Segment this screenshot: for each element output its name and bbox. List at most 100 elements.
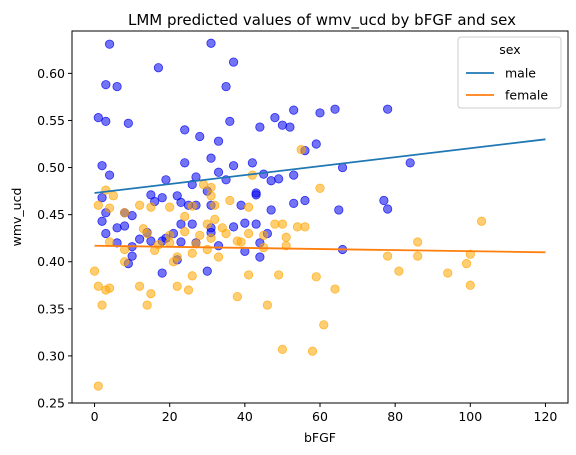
male-point-6 (221, 81, 231, 92)
male-point-13 (213, 136, 224, 146)
male-point-71 (228, 222, 239, 232)
female-trend-line (94, 244, 546, 254)
female-point-78 (319, 320, 329, 330)
female-point-53 (187, 248, 197, 258)
female-point-39 (165, 238, 175, 248)
female-point-27 (476, 216, 487, 226)
female-point-55 (120, 257, 130, 267)
female-point-4 (315, 183, 325, 193)
female-point-12 (187, 201, 197, 211)
male-point-63 (97, 216, 107, 226)
female-point-72 (465, 280, 475, 290)
female-point-75 (232, 291, 242, 302)
male-point-3 (228, 57, 239, 67)
female-point-9 (135, 200, 145, 210)
female-point-81 (93, 381, 103, 391)
female-point-5 (206, 191, 216, 201)
y-tick-label: 0.45 (37, 207, 65, 222)
male-point-0 (104, 39, 115, 49)
female-point-47 (383, 251, 393, 261)
male-point-51 (300, 195, 310, 206)
female-point-76 (262, 300, 272, 310)
legend-male-label: male (505, 66, 536, 81)
female-point-13 (210, 200, 220, 210)
male-point-29 (247, 158, 257, 168)
male-point-4 (101, 80, 111, 90)
female-point-15 (244, 202, 254, 212)
legend-box (457, 36, 562, 109)
female-point-74 (142, 300, 152, 310)
female-point-73 (97, 300, 107, 310)
female-point-56 (89, 266, 100, 276)
male-point-78 (146, 236, 156, 246)
female-point-70 (443, 268, 453, 278)
male-point-14 (255, 122, 265, 132)
male-point-36 (266, 176, 276, 186)
male-point-62 (383, 204, 393, 214)
female-point-37 (259, 230, 269, 240)
male-point-50 (289, 198, 299, 208)
female-point-36 (244, 228, 254, 239)
female-point-67 (274, 270, 284, 280)
female-point-31 (180, 227, 190, 237)
female-point-58 (172, 281, 182, 291)
female-point-17 (120, 208, 130, 218)
male-point-2 (153, 63, 164, 73)
male-point-91 (127, 251, 137, 261)
male-point-24 (97, 161, 107, 171)
male-point-61 (379, 195, 389, 206)
legend-female-label: female (505, 88, 548, 103)
male-point-84 (255, 252, 265, 262)
female-point-69 (394, 266, 404, 276)
female-point-48 (413, 251, 423, 261)
male-point-94 (135, 234, 145, 244)
male-point-5 (112, 81, 122, 92)
x-tick-label: 40 (237, 409, 253, 424)
y-tick-label: 0.30 (37, 348, 65, 363)
male-point-15 (270, 113, 280, 123)
male-point-1 (206, 38, 216, 48)
y-tick-label: 0.50 (37, 160, 65, 175)
male-point-28 (228, 161, 239, 171)
female-point-60 (146, 289, 156, 299)
male-trend-line (94, 138, 546, 194)
y-axis-label: wmv_ucd (9, 188, 24, 247)
male-point-48 (213, 167, 224, 177)
male-point-80 (176, 237, 186, 247)
female-point-62 (93, 281, 103, 291)
female-point-6 (108, 191, 118, 201)
male-point-87 (157, 268, 167, 278)
male-point-9 (123, 118, 133, 128)
male-point-12 (195, 131, 205, 142)
x-tick-label: 0 (91, 409, 99, 424)
male-point-75 (101, 228, 111, 239)
x-tick-label: 60 (312, 409, 328, 424)
male-point-73 (251, 219, 261, 229)
y-tick-label: 0.55 (37, 113, 65, 128)
female-point-14 (225, 195, 235, 206)
male-point-60 (334, 205, 344, 215)
female-point-26 (300, 222, 310, 232)
female-point-7 (101, 185, 111, 195)
male-point-37 (274, 174, 284, 184)
female-point-0 (296, 145, 306, 155)
trend-lines (94, 138, 546, 254)
male-point-43 (157, 193, 167, 203)
male-point-21 (383, 104, 393, 114)
y-tick-label: 0.40 (37, 254, 65, 269)
male-point-72 (240, 218, 250, 228)
scatter-layer (89, 38, 487, 391)
male-point-17 (285, 122, 295, 132)
male-point-92 (112, 223, 122, 233)
x-axis-ticks: 0 20 40 60 80 100 120 (91, 403, 557, 424)
female-point-80 (307, 346, 318, 356)
female-point-42 (236, 237, 246, 247)
female-point-23 (277, 219, 288, 229)
male-point-59 (266, 205, 276, 215)
female-point-49 (104, 237, 115, 247)
female-point-64 (104, 283, 115, 293)
male-point-10 (225, 116, 235, 127)
female-point-54 (213, 252, 224, 262)
male-point-40 (405, 158, 415, 168)
